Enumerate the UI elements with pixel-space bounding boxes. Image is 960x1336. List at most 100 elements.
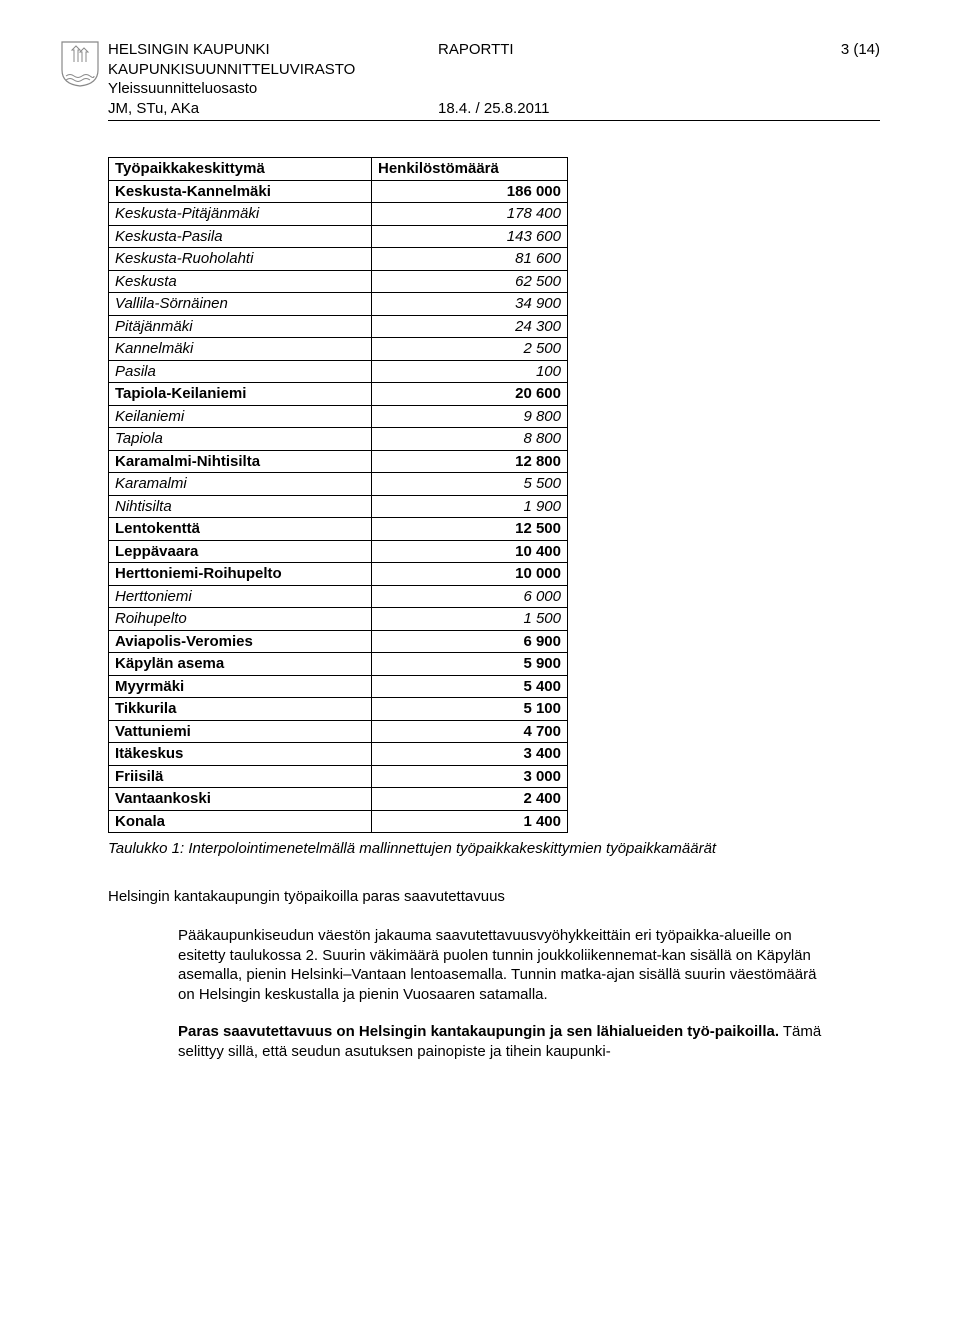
table-cell-label: Herttoniemi-Roihupelto — [109, 563, 372, 586]
org-name-2: KAUPUNKISUUNNITTELUVIRASTO — [108, 60, 438, 80]
table-cell-label: Roihupelto — [109, 608, 372, 631]
table-row: Karamalmi-Nihtisilta12 800 — [109, 450, 568, 473]
table-row: Vantaankoski2 400 — [109, 788, 568, 811]
table-cell-value: 5 100 — [371, 698, 567, 721]
table-caption: Taulukko 1: Interpolointimenetelmällä ma… — [108, 839, 828, 859]
table-cell-value: 6 900 — [371, 630, 567, 653]
table-row: Keskusta-Ruoholahti81 600 — [109, 248, 568, 271]
table-cell-label: Keskusta-Kannelmäki — [109, 180, 372, 203]
table-cell-value: 1 400 — [371, 810, 567, 833]
department: Yleissuunnitteluosasto — [108, 79, 438, 99]
table-row: Kannelmäki2 500 — [109, 338, 568, 361]
table-cell-label: Tapiola — [109, 428, 372, 451]
table-row: Roihupelto1 500 — [109, 608, 568, 631]
table-cell-value: 1 900 — [371, 495, 567, 518]
table-row: Pitäjänmäki24 300 — [109, 315, 568, 338]
table-cell-value: 3 400 — [371, 743, 567, 766]
table-cell-label: Myyrmäki — [109, 675, 372, 698]
document-header: HELSINGIN KAUPUNKI RAPORTTI 3 (14) KAUPU… — [60, 40, 880, 121]
org-name: HELSINGIN KAUPUNKI — [108, 40, 438, 60]
table-header-col2: Henkilöstömäärä — [371, 158, 567, 181]
table-cell-label: Tikkurila — [109, 698, 372, 721]
table-row: Leppävaara10 400 — [109, 540, 568, 563]
table-cell-value: 12 800 — [371, 450, 567, 473]
table-cell-label: Keskusta-Pasila — [109, 225, 372, 248]
table-row: Käpylän asema5 900 — [109, 653, 568, 676]
table-row: Konala1 400 — [109, 810, 568, 833]
table-cell-value: 9 800 — [371, 405, 567, 428]
table-cell-label: Itäkeskus — [109, 743, 372, 766]
table-cell-value: 3 000 — [371, 765, 567, 788]
table-cell-label: Keskusta-Ruoholahti — [109, 248, 372, 271]
table-cell-label: Vallila-Sörnäinen — [109, 293, 372, 316]
table-cell-value: 4 700 — [371, 720, 567, 743]
document-date: 18.4. / 25.8.2011 — [438, 99, 880, 119]
table-cell-value: 5 400 — [371, 675, 567, 698]
table-cell-value: 81 600 — [371, 248, 567, 271]
table-row: Vattuniemi4 700 — [109, 720, 568, 743]
table-cell-label: Karamalmi-Nihtisilta — [109, 450, 372, 473]
table-cell-label: Friisilä — [109, 765, 372, 788]
workplace-table: Työpaikkakeskittymä Henkilöstömäärä Kesk… — [108, 157, 568, 833]
table-cell-label: Pitäjänmäki — [109, 315, 372, 338]
table-cell-label: Aviapolis-Veromies — [109, 630, 372, 653]
table-row: Aviapolis-Veromies6 900 — [109, 630, 568, 653]
table-row: Myyrmäki5 400 — [109, 675, 568, 698]
table-cell-value: 186 000 — [371, 180, 567, 203]
table-cell-value: 5 900 — [371, 653, 567, 676]
table-cell-label: Herttoniemi — [109, 585, 372, 608]
table-cell-label: Leppävaara — [109, 540, 372, 563]
table-row: Keskusta-Kannelmäki186 000 — [109, 180, 568, 203]
table-row: Itäkeskus3 400 — [109, 743, 568, 766]
table-cell-label: Lentokenttä — [109, 518, 372, 541]
table-cell-value: 12 500 — [371, 518, 567, 541]
table-row: Herttoniemi-Roihupelto10 000 — [109, 563, 568, 586]
table-cell-value: 24 300 — [371, 315, 567, 338]
table-cell-value: 5 500 — [371, 473, 567, 496]
table-row: Tikkurila5 100 — [109, 698, 568, 721]
table-cell-label: Keskusta — [109, 270, 372, 293]
paragraph-1: Pääkaupunkiseudun väestön jakauma saavut… — [178, 926, 828, 1004]
table-cell-value: 143 600 — [371, 225, 567, 248]
table-cell-value: 178 400 — [371, 203, 567, 226]
table-cell-label: Pasila — [109, 360, 372, 383]
table-cell-label: Karamalmi — [109, 473, 372, 496]
table-cell-value: 62 500 — [371, 270, 567, 293]
table-cell-value: 34 900 — [371, 293, 567, 316]
table-cell-value: 2 400 — [371, 788, 567, 811]
table-row: Keilaniemi9 800 — [109, 405, 568, 428]
table-row: Karamalmi5 500 — [109, 473, 568, 496]
table-cell-value: 8 800 — [371, 428, 567, 451]
table-cell-value: 2 500 — [371, 338, 567, 361]
table-cell-value: 1 500 — [371, 608, 567, 631]
table-row: Friisilä3 000 — [109, 765, 568, 788]
table-row: Vallila-Sörnäinen34 900 — [109, 293, 568, 316]
table-cell-label: Nihtisilta — [109, 495, 372, 518]
doc-type: RAPORTTI — [438, 40, 820, 60]
table-row: Keskusta-Pasila143 600 — [109, 225, 568, 248]
table-cell-value: 100 — [371, 360, 567, 383]
table-row: Lentokenttä12 500 — [109, 518, 568, 541]
table-cell-value: 6 000 — [371, 585, 567, 608]
table-row: Keskusta-Pitäjänmäki178 400 — [109, 203, 568, 226]
table-cell-value: 10 000 — [371, 563, 567, 586]
table-cell-label: Kannelmäki — [109, 338, 372, 361]
table-header-col1: Työpaikkakeskittymä — [109, 158, 372, 181]
table-cell-label: Vattuniemi — [109, 720, 372, 743]
city-crest-icon — [60, 40, 100, 88]
table-cell-label: Käpylän asema — [109, 653, 372, 676]
table-row: Tapiola8 800 — [109, 428, 568, 451]
table-cell-value: 10 400 — [371, 540, 567, 563]
table-cell-label: Tapiola-Keilaniemi — [109, 383, 372, 406]
page-number: 3 (14) — [820, 40, 880, 60]
paragraph-2: Paras saavutettavuus on Helsingin kantak… — [178, 1022, 828, 1061]
paragraph-2-bold: Paras saavutettavuus on Helsingin kantak… — [178, 1023, 779, 1040]
table-row: Pasila100 — [109, 360, 568, 383]
table-cell-label: Vantaankoski — [109, 788, 372, 811]
table-cell-label: Konala — [109, 810, 372, 833]
table-cell-label: Keskusta-Pitäjänmäki — [109, 203, 372, 226]
table-row: Keskusta62 500 — [109, 270, 568, 293]
table-row: Tapiola-Keilaniemi20 600 — [109, 383, 568, 406]
table-row: Herttoniemi6 000 — [109, 585, 568, 608]
table-row: Nihtisilta1 900 — [109, 495, 568, 518]
